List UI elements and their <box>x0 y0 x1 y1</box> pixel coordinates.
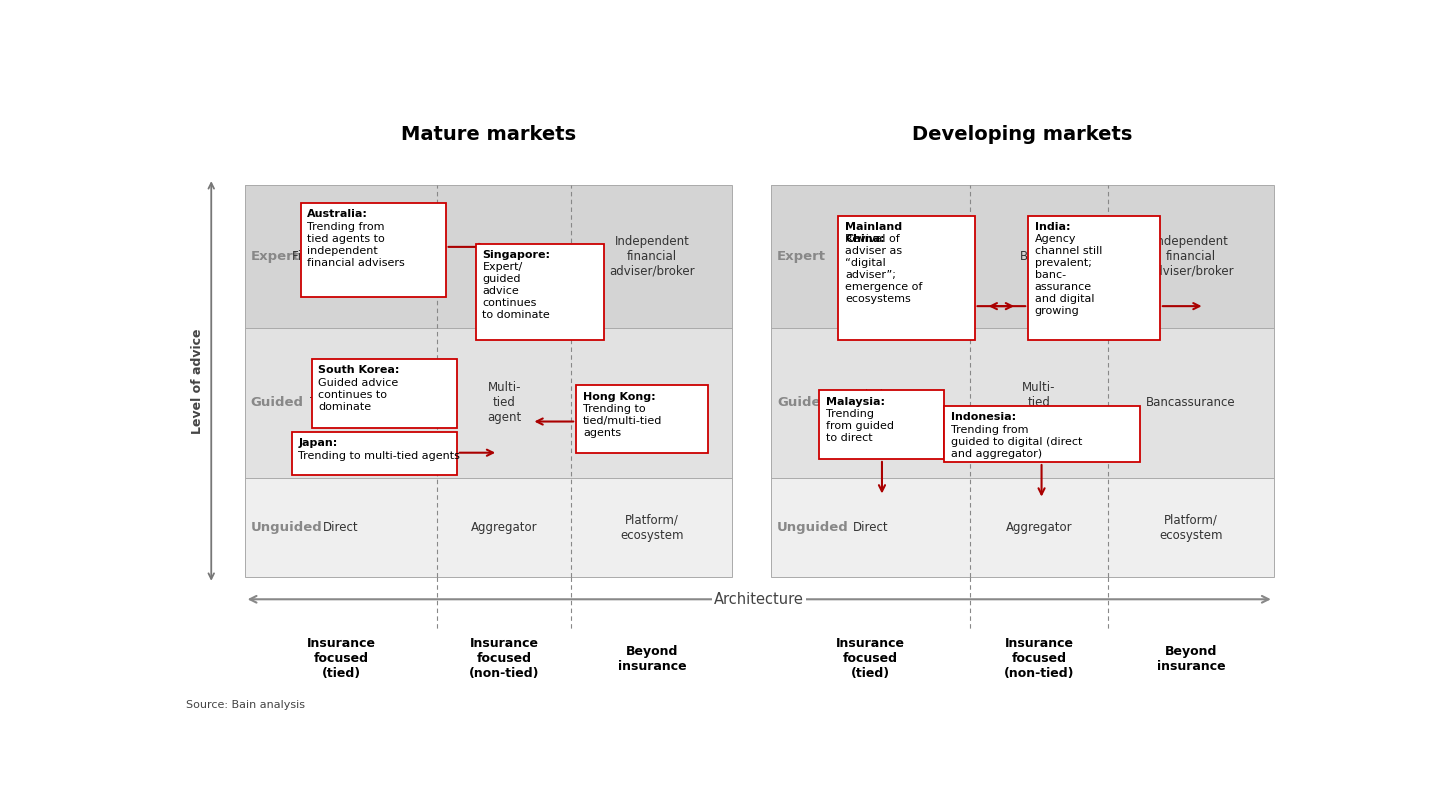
Bar <box>819 390 945 459</box>
Text: Insurance
focused
(non-tied): Insurance focused (non-tied) <box>1004 637 1074 680</box>
Text: Trending from
tied agents to
independent
financial advisers: Trending from tied agents to independent… <box>307 222 405 268</box>
Text: Hong Kong:: Hong Kong: <box>583 391 655 402</box>
Text: Tied agent: Tied agent <box>310 396 373 409</box>
Text: Independent
financial
adviser/broker: Independent financial adviser/broker <box>609 235 694 278</box>
Text: Unguided: Unguided <box>251 521 323 534</box>
Text: Insurance
focused
(tied): Insurance focused (tied) <box>307 637 376 680</box>
Text: Insurance
focused
(non-tied): Insurance focused (non-tied) <box>469 637 540 680</box>
Text: Beyond
insurance: Beyond insurance <box>618 645 687 672</box>
Text: Guided: Guided <box>778 396 829 409</box>
Text: Revival of
adviser as
“digital
adviser”;
emergence of
ecosystems: Revival of adviser as “digital adviser”;… <box>845 234 923 305</box>
Text: Broker: Broker <box>485 249 524 262</box>
Bar <box>291 432 456 475</box>
Text: India:: India: <box>1035 222 1070 232</box>
Text: Aggregator: Aggregator <box>471 521 537 534</box>
Bar <box>945 406 1140 462</box>
Bar <box>301 203 445 296</box>
Bar <box>772 328 1273 478</box>
Bar <box>245 185 733 328</box>
Text: Expert: Expert <box>251 249 300 262</box>
Text: Expert/
guided
advice
continues
to dominate: Expert/ guided advice continues to domin… <box>482 262 550 321</box>
Text: Broker: Broker <box>1020 249 1058 262</box>
Text: Developing markets: Developing markets <box>913 125 1133 144</box>
Bar <box>576 386 708 453</box>
Bar <box>772 185 1273 328</box>
Bar <box>772 185 1273 578</box>
Text: Mainland
China:: Mainland China: <box>845 222 903 244</box>
Bar <box>245 185 733 578</box>
Text: Indonesia:: Indonesia: <box>952 412 1017 422</box>
Text: Aggregator: Aggregator <box>1005 521 1073 534</box>
Text: Trending
from guided
to direct: Trending from guided to direct <box>827 409 894 443</box>
Text: Independent
financial
adviser/broker: Independent financial adviser/broker <box>1148 235 1234 278</box>
Text: Trending from
guided to digital (direct
and aggregator): Trending from guided to digital (direct … <box>952 424 1083 458</box>
Bar <box>475 244 605 340</box>
Text: Malaysia:: Malaysia: <box>827 397 886 407</box>
Text: Direct: Direct <box>323 521 359 534</box>
Text: South Korea:: South Korea: <box>318 365 400 375</box>
Text: Tied
agent: Tied agent <box>854 389 888 417</box>
Bar <box>311 359 456 428</box>
Text: Source: Bain analysis: Source: Bain analysis <box>186 700 305 710</box>
Text: Financial
adviser: Financial adviser <box>845 242 897 271</box>
Text: Unguided: Unguided <box>778 521 848 534</box>
Bar <box>245 478 733 578</box>
Text: Trending to multi-tied agents: Trending to multi-tied agents <box>298 451 461 461</box>
Text: Bancassurance: Bancassurance <box>608 396 697 409</box>
Text: Architecture: Architecture <box>714 592 804 607</box>
Text: Platform/
ecosystem: Platform/ ecosystem <box>1159 514 1223 542</box>
Text: Singapore:: Singapore: <box>482 250 550 260</box>
Bar <box>245 328 733 478</box>
Bar <box>1028 215 1159 340</box>
Text: Trending to
tied/multi-tied
agents: Trending to tied/multi-tied agents <box>583 404 662 438</box>
Text: Guided advice
continues to
dominate: Guided advice continues to dominate <box>318 378 399 411</box>
Bar <box>838 215 975 340</box>
Text: Expert: Expert <box>778 249 827 262</box>
Text: Level of advice: Level of advice <box>192 328 204 433</box>
Text: Guided: Guided <box>251 396 304 409</box>
Text: Financial adviser: Financial adviser <box>291 249 390 262</box>
Text: Bancassurance: Bancassurance <box>1146 396 1236 409</box>
Text: Insurance
focused
(tied): Insurance focused (tied) <box>837 637 906 680</box>
Text: Multi-
tied
agent: Multi- tied agent <box>487 382 521 424</box>
Text: Japan:: Japan: <box>298 438 337 449</box>
Text: Mature markets: Mature markets <box>400 125 576 144</box>
Text: Agency
channel still
prevalent;
banc-
assurance
and digital
growing: Agency channel still prevalent; banc- as… <box>1035 234 1102 317</box>
Text: Platform/
ecosystem: Platform/ ecosystem <box>621 514 684 542</box>
Text: Australia:: Australia: <box>307 210 369 220</box>
Bar <box>772 478 1273 578</box>
Text: Multi-
tied
agent: Multi- tied agent <box>1022 382 1056 424</box>
Text: Beyond
insurance: Beyond insurance <box>1156 645 1225 672</box>
Text: Direct: Direct <box>852 521 888 534</box>
